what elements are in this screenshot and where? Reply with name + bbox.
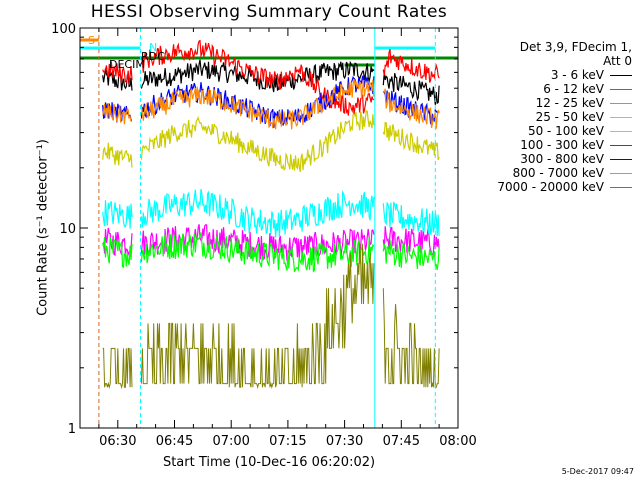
legend-label: 12 - 25 keV [535, 96, 604, 110]
y-tick-label: 1 [68, 422, 76, 437]
legend-swatch [610, 74, 632, 76]
legend-label: 50 - 100 keV [527, 124, 604, 138]
x-axis-label: Start Time (10-Dec-16 06:20:02) [162, 455, 376, 470]
legend-label: 6 - 12 keV [543, 82, 604, 96]
legend-entry: 12 - 25 keV [482, 96, 632, 110]
vertical-markers [98, 28, 436, 428]
legend-swatch [610, 116, 632, 118]
legend-entry: 50 - 100 keV [482, 124, 632, 138]
series-line [102, 79, 440, 130]
timestamp: 5-Dec-2017 09:47 [561, 467, 634, 476]
x-tick-label: 08:00 [439, 434, 476, 449]
legend-label: 300 - 800 keV [520, 152, 604, 166]
legend-swatch [610, 144, 632, 146]
legend-swatch [610, 88, 632, 90]
x-tick-label: 06:45 [156, 434, 193, 449]
flag-label-night: N [149, 41, 157, 54]
legend-swatch [610, 186, 632, 188]
series-line [102, 243, 440, 390]
legend-label: 25 - 50 keV [535, 110, 604, 124]
legend-label: 7000 - 20000 keV [497, 180, 604, 194]
x-tick-label: 07:15 [269, 434, 306, 449]
legend-entry: 6 - 12 keV [482, 82, 632, 96]
legend-label: 100 - 300 keV [520, 138, 604, 152]
legend-header-2: Att 0 [603, 54, 632, 68]
legend-entry: 100 - 300 keV [482, 138, 632, 152]
legend-label: 800 - 7000 keV [512, 166, 604, 180]
series-layer [102, 39, 440, 390]
x-tick-label: 07:00 [212, 434, 249, 449]
y-axis-label: Count Rate (s⁻¹ detector⁻¹) [35, 139, 51, 316]
flag-label-saa: S [88, 34, 95, 47]
series-line [102, 39, 440, 116]
series-line [102, 109, 440, 173]
series-line [102, 232, 440, 273]
legend-swatch [610, 158, 632, 160]
legend-entry: 300 - 800 keV [482, 152, 632, 166]
series-line [102, 188, 440, 238]
legend-entry: 7000 - 20000 keV [482, 180, 632, 194]
chart-title: HESSI Observing Summary Count Rates [90, 2, 448, 22]
legend-header-1: Det 3,9, FDecim 1, [519, 40, 632, 54]
legend-label: 3 - 6 keV [550, 68, 604, 82]
legend: Det 3,9, FDecim 1, Att 0 3 - 6 keV 6 - 12… [482, 40, 632, 194]
flag-label-rdecim: RDC [141, 50, 165, 63]
y-tick-label: 10 [59, 222, 76, 237]
flag-label-decim: DECIM [109, 58, 145, 71]
axes: 06:30 06:45 07:00 07:15 07:30 07:45 08:00 1 10 10… [51, 22, 477, 449]
legend-swatch [610, 130, 632, 132]
x-tick-label: 06:30 [99, 434, 136, 449]
legend-rows: 3 - 6 keV 6 - 12 keV 12 - 25 keV 25 - 50 ke… [482, 68, 632, 194]
y-tick-label: 100 [51, 22, 76, 37]
legend-swatch [610, 102, 632, 104]
x-tick-label: 07:30 [326, 434, 363, 449]
x-tick-label: 07:45 [383, 434, 420, 449]
legend-entry: 3 - 6 keV [482, 68, 632, 82]
legend-entry: 25 - 50 keV [482, 110, 632, 124]
legend-swatch [610, 172, 632, 174]
legend-entry: 800 - 7000 keV [482, 166, 632, 180]
